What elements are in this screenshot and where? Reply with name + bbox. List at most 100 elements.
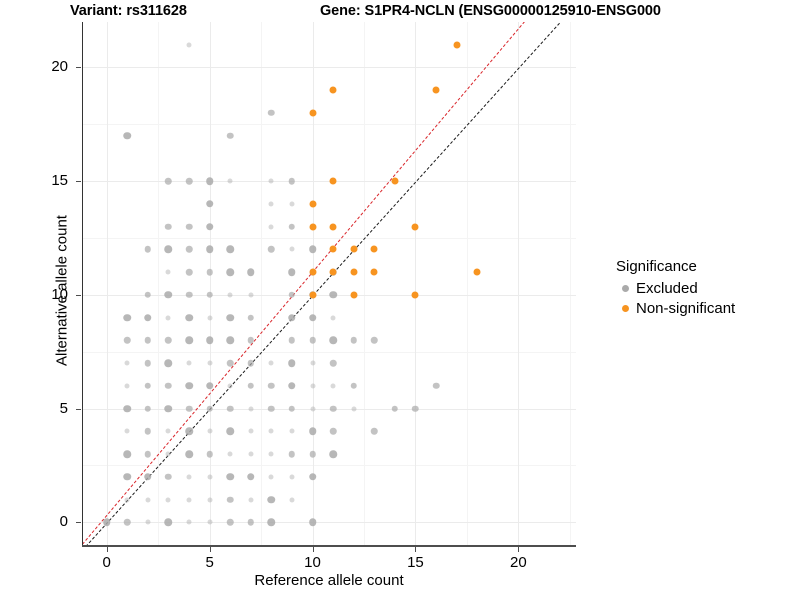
data-point (144, 428, 152, 435)
data-point (308, 313, 317, 322)
data-point (288, 450, 296, 458)
data-point (309, 337, 316, 344)
data-point (309, 450, 316, 458)
data-point (288, 313, 296, 322)
data-point (248, 292, 254, 298)
data-point (144, 382, 152, 390)
data-point (185, 177, 193, 185)
data-point (186, 360, 192, 366)
data-point (227, 451, 233, 457)
data-point (453, 41, 461, 49)
data-point (329, 86, 337, 94)
legend-item-excluded[interactable]: Excluded (616, 278, 800, 298)
x-tick-mark (518, 547, 520, 552)
gridline-major-h (82, 522, 576, 524)
x-tick-label: 0 (102, 554, 111, 571)
data-point (124, 337, 131, 344)
data-point (164, 359, 173, 367)
data-point (288, 359, 296, 367)
gridline-minor-h (82, 238, 576, 240)
data-point (123, 313, 132, 322)
data-point (288, 177, 296, 185)
data-point (268, 178, 274, 184)
data-point (165, 497, 171, 503)
data-point (226, 405, 234, 412)
data-point (207, 315, 213, 321)
data-point (164, 518, 173, 526)
data-point (205, 336, 214, 345)
data-point (123, 404, 132, 413)
y-tick-mark (76, 67, 81, 69)
x-tick-label: 15 (407, 554, 424, 571)
data-point (247, 382, 255, 390)
data-point (185, 223, 193, 230)
data-point (247, 473, 255, 481)
data-point (289, 201, 295, 207)
data-point (206, 450, 213, 458)
data-point (432, 86, 440, 94)
data-point (330, 383, 336, 389)
data-point (124, 497, 130, 503)
data-point (227, 292, 233, 298)
data-point (268, 109, 275, 117)
data-point (144, 473, 152, 481)
data-point (186, 474, 192, 480)
data-point (350, 291, 358, 299)
gridline-minor-v (261, 22, 263, 545)
legend-item-non-significant[interactable]: Non-significant (616, 298, 800, 318)
data-point (329, 359, 337, 367)
data-point (124, 360, 130, 366)
data-point (247, 314, 255, 321)
data-point (268, 405, 275, 412)
data-point (308, 245, 317, 254)
data-point (205, 245, 214, 254)
gridline-minor-v (363, 22, 365, 545)
data-point (248, 406, 254, 412)
data-point (370, 245, 378, 253)
data-point (165, 428, 171, 434)
data-point (207, 497, 213, 503)
legend-items: Excluded Non-significant (616, 278, 800, 318)
data-point (207, 519, 213, 525)
variant-title: Variant: rs311628 (70, 3, 187, 19)
data-point (248, 428, 254, 434)
data-point (288, 382, 296, 390)
data-point (289, 246, 295, 252)
data-point (185, 268, 193, 276)
data-point (247, 337, 255, 344)
data-point (102, 518, 111, 526)
legend-item-label: Non-significant (636, 299, 736, 317)
data-point (268, 382, 275, 390)
gene-title: Gene: S1PR4-NCLN (ENSG00000125910-ENSG00… (320, 3, 661, 19)
data-point (371, 337, 378, 344)
data-point (309, 268, 317, 276)
y-tick-label: 20 (51, 58, 68, 76)
data-point (185, 246, 193, 253)
data-point (124, 383, 130, 389)
data-point (412, 405, 419, 412)
data-point (289, 428, 295, 434)
y-axis-line (82, 22, 83, 545)
x-tick-label: 10 (304, 554, 321, 571)
gridline-minor-h (82, 465, 576, 467)
data-point (165, 315, 171, 321)
data-point (329, 428, 337, 435)
data-point (144, 405, 152, 412)
gridline-major-v (415, 22, 417, 545)
data-point (268, 474, 274, 480)
plot-panel (82, 22, 576, 545)
data-point (185, 291, 193, 299)
data-point (268, 246, 275, 253)
data-point (164, 291, 173, 299)
y-tick-label: 5 (59, 399, 68, 417)
data-point (267, 495, 276, 504)
data-point (205, 177, 214, 185)
data-point (206, 405, 213, 412)
y-tick-label: 10 (51, 285, 68, 303)
data-point (205, 382, 214, 390)
data-point (329, 177, 337, 185)
data-point (144, 246, 152, 253)
data-point (288, 223, 296, 230)
data-point (124, 428, 130, 434)
data-point (185, 382, 193, 390)
